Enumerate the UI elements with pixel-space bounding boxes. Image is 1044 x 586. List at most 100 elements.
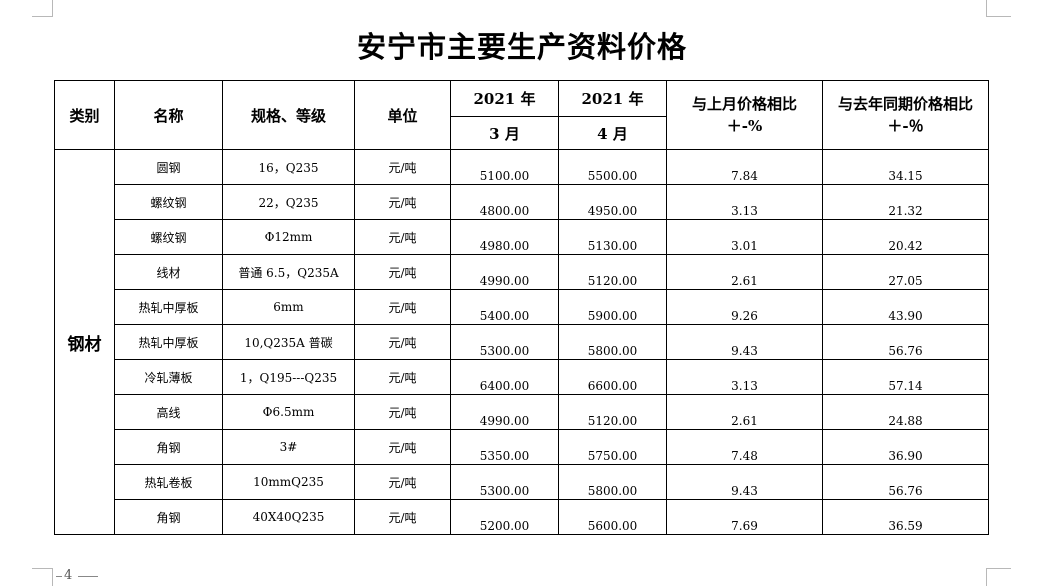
cell-name: 螺纹钢 [114,219,223,255]
page-number: 4 [55,568,100,583]
cell-price-march: 5350.00 [450,429,559,465]
cell-name: 圆钢 [114,149,223,185]
cell-price-april: 5120.00 [558,394,667,430]
cell-month-on-month: 3.13 [666,359,823,395]
cell-unit: 元/吨 [354,464,451,500]
cell-price-march: 4990.00 [450,254,559,290]
cell-unit: 元/吨 [354,394,451,430]
cell-unit: 元/吨 [354,359,451,395]
cell-name: 冷轧薄板 [114,359,223,395]
cell-price-march: 4980.00 [450,219,559,255]
header-yoy-line2: ＋-％ [887,117,924,135]
cell-year-on-year: 36.90 [822,429,989,465]
cell-year-on-year: 36.59 [822,499,989,535]
cell-unit: 元/吨 [354,429,451,465]
document-title: 安宁市主要生产资料价格 [356,30,687,64]
header-month-on-month: 与上月价格相比 ＋-% [666,80,823,150]
cell-spec: 16，Q235 [222,149,355,185]
cell-spec: 1，Q195---Q235 [222,359,355,395]
crop-mark-top-right [986,0,1011,17]
cell-year-on-year: 56.76 [822,324,989,360]
cell-price-march: 5400.00 [450,289,559,325]
cell-price-april: 4950.00 [558,184,667,220]
cell-year-on-year: 21.32 [822,184,989,220]
cell-name: 螺纹钢 [114,184,223,220]
cell-year-on-year: 27.05 [822,254,989,290]
cell-year-on-year: 34.15 [822,149,989,185]
header-mom-line1: 与上月价格相比 [691,95,797,113]
cell-spec: 22，Q235 [222,184,355,220]
price-table: 类别 名称 规格、等级 单位 2021 年 2021 年 与上月价格相比 ＋-%… [54,80,989,535]
cell-unit: 元/吨 [354,499,451,535]
cell-name: 热轧中厚板 [114,289,223,325]
cell-month-on-month: 9.43 [666,324,823,360]
cell-year-on-year: 56.76 [822,464,989,500]
cell-month-on-month: 3.01 [666,219,823,255]
table-row: 螺纹钢 22，Q235 元/吨 4800.00 4950.00 3.13 21.32 [55,184,989,220]
header-spec: 规格、等级 [222,80,355,150]
crop-mark-bottom-left [32,568,53,586]
header-month-april: 4 月 [558,116,667,150]
cell-month-on-month: 2.61 [666,394,823,430]
cell-year-on-year: 43.90 [822,289,989,325]
cell-name: 热轧中厚板 [114,324,223,360]
cell-month-on-month: 7.84 [666,149,823,185]
cell-unit: 元/吨 [354,324,451,360]
table-body: 钢材 圆钢 16，Q235 元/吨 5100.00 5500.00 7.84 34.15 螺纹钢… [54,149,989,535]
table-row: 热轧中厚板 6mm 元/吨 5400.00 5900.00 9.26 43.90 [55,289,989,325]
table-row: 角钢 40X40Q235 元/吨 5200.00 5600.00 7.69 36.59 [55,499,989,535]
cell-year-on-year: 24.88 [822,394,989,430]
cell-name: 角钢 [114,499,223,535]
cell-spec: 3# [222,429,355,465]
cell-year-on-year: 20.42 [822,219,989,255]
cell-price-march: 6400.00 [450,359,559,395]
cell-month-on-month: 9.43 [666,464,823,500]
cell-spec: 10,Q235A 普碳 [222,324,355,360]
cell-year-on-year: 57.14 [822,359,989,395]
table-row: 热轧中厚板 10,Q235A 普碳 元/吨 5300.00 5800.00 9.43 56.… [55,324,989,360]
cell-name: 角钢 [114,429,223,465]
table-row: 螺纹钢 Φ12mm 元/吨 4980.00 5130.00 3.01 20.42 [55,219,989,255]
cell-price-april: 5800.00 [558,324,667,360]
table-row: 钢材 圆钢 16，Q235 元/吨 5100.00 5500.00 7.84 34.15 [54,149,989,535]
cell-spec: Φ12mm [222,219,355,255]
header-year-march: 2021 年 [450,80,559,117]
cell-price-march: 4990.00 [450,394,559,430]
header-unit: 单位 [354,80,451,150]
cell-spec: Φ6.5mm [222,394,355,430]
cell-name: 热轧卷板 [114,464,223,500]
table-row: 线材 普通 6.5，Q235A 元/吨 4990.00 5120.00 2.61 27.05 [55,254,989,290]
cell-price-april: 5130.00 [558,219,667,255]
cell-price-april: 5600.00 [558,499,667,535]
crop-mark-top-left [32,0,53,17]
cell-spec: 6mm [222,289,355,325]
cell-price-march: 5100.00 [450,149,559,185]
cell-price-march: 5200.00 [450,499,559,535]
header-year-april: 2021 年 [558,80,667,117]
cell-price-april: 5900.00 [558,289,667,325]
cell-unit: 元/吨 [354,254,451,290]
cell-name: 线材 [114,254,223,290]
header-category: 类别 [54,80,115,150]
cell-price-april: 6600.00 [558,359,667,395]
cell-price-march: 5300.00 [450,464,559,500]
cell-unit: 元/吨 [354,184,451,220]
cell-price-march: 5300.00 [450,324,559,360]
cell-spec: 10mmQ235 [222,464,355,500]
cell-price-april: 5750.00 [558,429,667,465]
cell-price-april: 5120.00 [558,254,667,290]
table-header: 类别 名称 规格、等级 单位 2021 年 2021 年 与上月价格相比 ＋-%… [54,80,989,150]
cell-month-on-month: 7.48 [666,429,823,465]
table-row: 冷轧薄板 1，Q195---Q235 元/吨 6400.00 6600.00 3.13 57… [55,359,989,395]
table-row: 角钢 3# 元/吨 5350.00 5750.00 7.48 36.90 [55,429,989,465]
header-year-on-year: 与去年同期价格相比 ＋-％ [822,80,989,150]
cell-month-on-month: 7.69 [666,499,823,535]
cell-price-april: 5500.00 [558,149,667,185]
cell-month-on-month: 2.61 [666,254,823,290]
cell-category: 钢材 [54,149,115,535]
header-mom-line2: ＋-% [726,117,763,135]
header-yoy-line1: 与去年同期价格相比 [837,95,973,113]
cell-name: 高线 [114,394,223,430]
cell-month-on-month: 3.13 [666,184,823,220]
cell-unit: 元/吨 [354,289,451,325]
